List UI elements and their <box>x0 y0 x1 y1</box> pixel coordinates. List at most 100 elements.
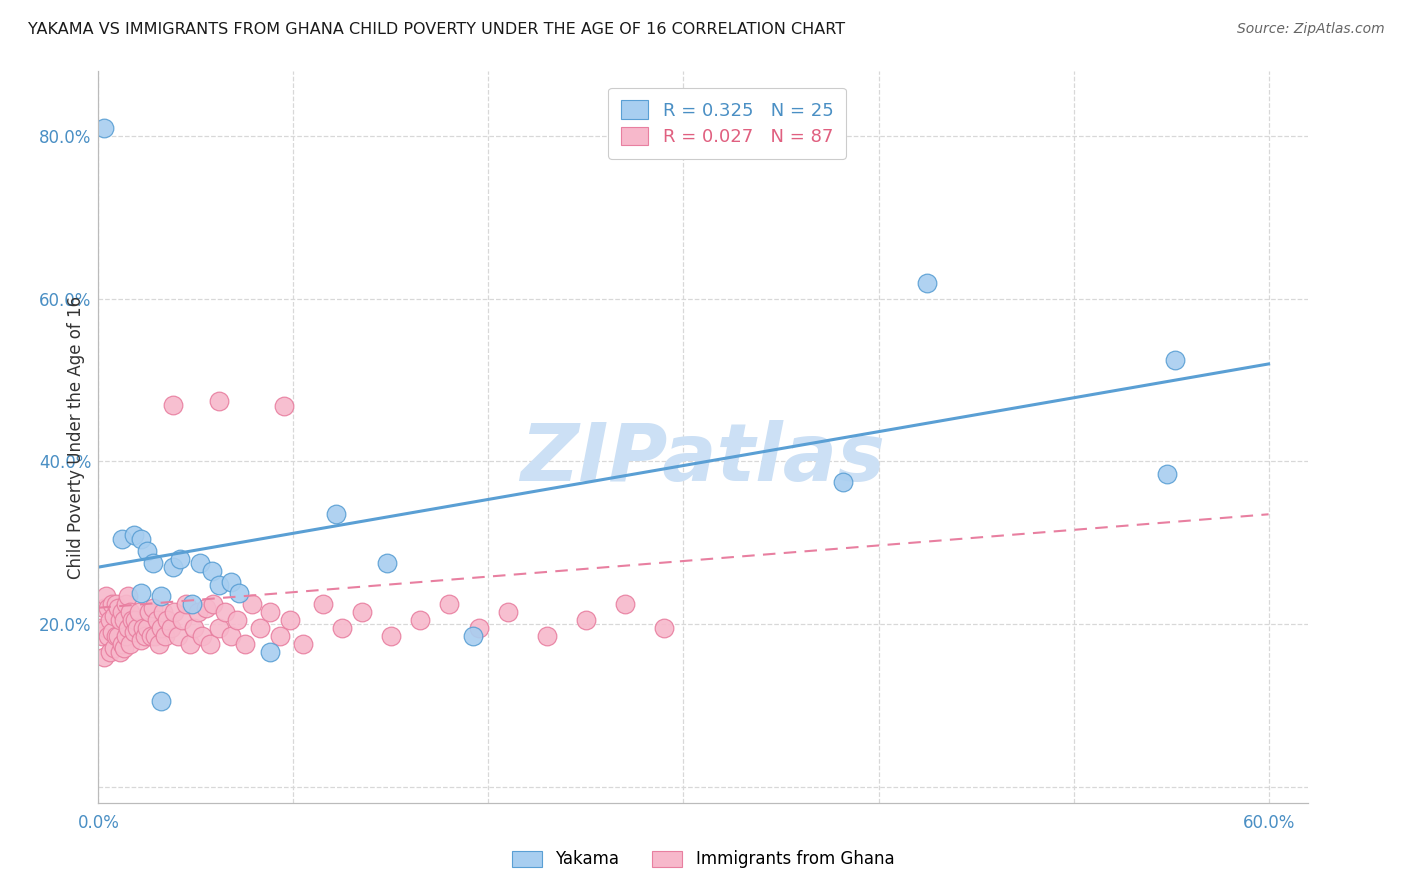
Point <box>131 586 153 600</box>
Point <box>614 597 637 611</box>
Point <box>112 641 135 656</box>
Point <box>208 621 231 635</box>
Point <box>117 589 139 603</box>
Point <box>131 532 153 546</box>
Point <box>228 586 250 600</box>
Point <box>156 613 179 627</box>
Point <box>107 600 129 615</box>
Point <box>136 544 159 558</box>
Point <box>219 574 242 589</box>
Point <box>122 625 145 640</box>
Point <box>375 556 398 570</box>
Y-axis label: Child Poverty Under the Age of 16: Child Poverty Under the Age of 16 <box>66 295 84 579</box>
Point <box>467 621 489 635</box>
Point <box>292 637 315 651</box>
Point <box>152 605 174 619</box>
Point <box>202 597 225 611</box>
Point <box>461 629 484 643</box>
Text: ZIPatlas: ZIPatlas <box>520 420 886 498</box>
Text: YAKAMA VS IMMIGRANTS FROM GHANA CHILD POVERTY UNDER THE AGE OF 16 CORRELATION CH: YAKAMA VS IMMIGRANTS FROM GHANA CHILD PO… <box>28 22 845 37</box>
Point <box>172 613 194 627</box>
Point <box>124 613 146 627</box>
Point <box>409 613 432 627</box>
Point <box>148 637 170 651</box>
Point <box>107 629 129 643</box>
Point <box>131 633 153 648</box>
Point <box>101 625 124 640</box>
Point <box>162 560 184 574</box>
Point <box>142 600 165 615</box>
Point <box>273 399 295 413</box>
Point <box>149 589 172 603</box>
Legend: Yakama, Immigrants from Ghana: Yakama, Immigrants from Ghana <box>505 844 901 875</box>
Point <box>104 597 127 611</box>
Point <box>1164 352 1187 367</box>
Point <box>269 629 291 643</box>
Point <box>191 629 214 643</box>
Point <box>98 613 121 627</box>
Point <box>138 605 160 619</box>
Point <box>1156 467 1178 481</box>
Point <box>330 621 353 635</box>
Point <box>93 600 115 615</box>
Point <box>97 600 120 615</box>
Point <box>225 613 247 627</box>
Point <box>128 605 150 619</box>
Point <box>114 629 136 643</box>
Point <box>98 645 121 659</box>
Point <box>134 629 156 643</box>
Point <box>208 578 231 592</box>
Point <box>111 605 134 619</box>
Point <box>132 621 155 635</box>
Point <box>575 613 598 627</box>
Point <box>122 527 145 541</box>
Point <box>167 629 190 643</box>
Point <box>139 629 162 643</box>
Point <box>104 629 127 643</box>
Point <box>89 621 111 635</box>
Point <box>536 629 558 643</box>
Point <box>187 605 209 619</box>
Point <box>249 621 271 635</box>
Point <box>153 629 176 643</box>
Point <box>200 564 222 578</box>
Point <box>917 276 939 290</box>
Point <box>101 597 124 611</box>
Point <box>118 637 141 651</box>
Point <box>96 589 118 603</box>
Point <box>652 621 675 635</box>
Point <box>91 629 114 643</box>
Point <box>183 621 205 635</box>
Point <box>208 393 231 408</box>
Point <box>112 613 135 627</box>
Point <box>146 613 169 627</box>
Point <box>496 605 519 619</box>
Point <box>162 398 184 412</box>
Point <box>181 597 204 611</box>
Point <box>188 556 211 570</box>
Point <box>198 637 221 651</box>
Point <box>121 613 143 627</box>
Point <box>96 621 118 635</box>
Point <box>242 597 264 611</box>
Point <box>93 121 115 136</box>
Point <box>214 605 236 619</box>
Point <box>194 600 217 615</box>
Point <box>233 637 256 651</box>
Point <box>103 641 125 656</box>
Point <box>312 597 335 611</box>
Point <box>97 629 120 643</box>
Point <box>111 637 134 651</box>
Point <box>142 556 165 570</box>
Point <box>259 605 281 619</box>
Point <box>117 621 139 635</box>
Point <box>93 649 115 664</box>
Point <box>380 629 402 643</box>
Point <box>163 605 186 619</box>
Point <box>439 597 461 611</box>
Point <box>149 621 172 635</box>
Point <box>108 645 131 659</box>
Text: Source: ZipAtlas.com: Source: ZipAtlas.com <box>1237 22 1385 37</box>
Point <box>325 508 347 522</box>
Point <box>169 552 191 566</box>
